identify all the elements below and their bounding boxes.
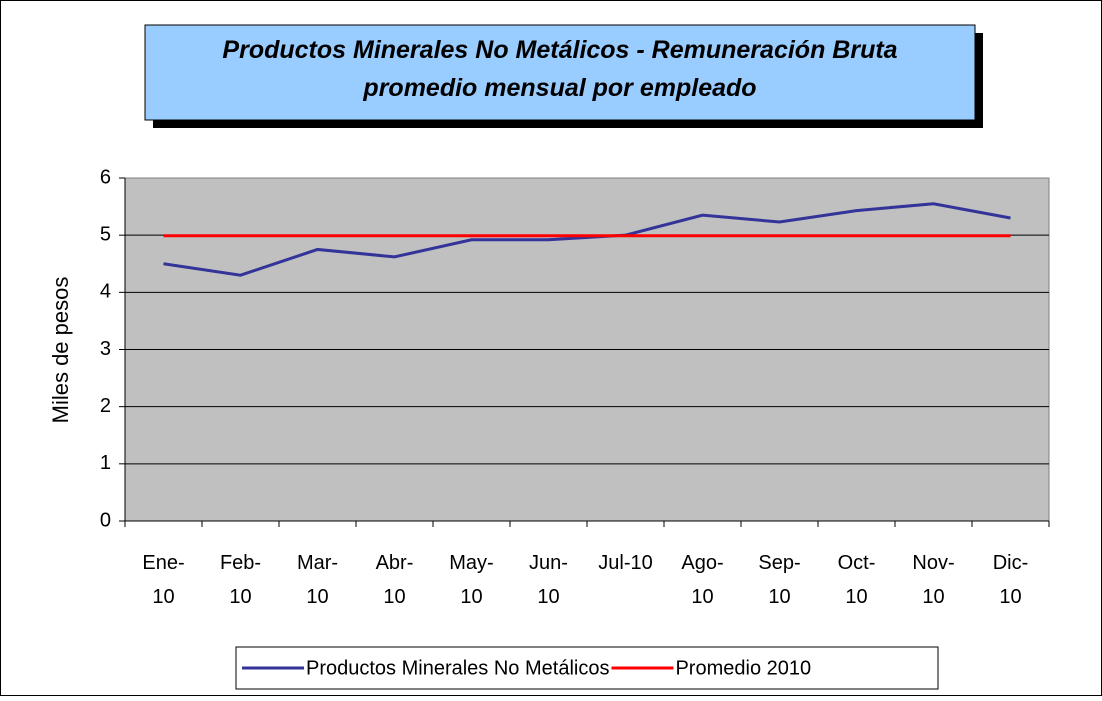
x-tick-label-line: Oct- <box>838 552 876 574</box>
title-container: Productos Minerales No Metálicos - Remun… <box>222 36 898 102</box>
y-tick-label: 0 <box>100 509 111 531</box>
x-tick-label: Ene- 10 <box>142 552 184 608</box>
x-tick-label-line: 10 <box>845 586 867 608</box>
x-tick-label-line: 10 <box>460 586 482 608</box>
x-tick-label-line: Abr- <box>376 552 414 574</box>
legend-label: Productos Minerales No Metálicos <box>306 657 609 679</box>
x-tick-label-line: 10 <box>306 586 328 608</box>
y-tick-label: 3 <box>100 338 111 360</box>
legend-box <box>235 646 939 690</box>
y-tick-label: 1 <box>100 452 111 474</box>
x-tick-label-line: 10 <box>537 586 559 608</box>
x-tick-label-line: 10 <box>152 586 174 608</box>
y-tick-label: 2 <box>100 395 111 417</box>
x-tick-label-line: 10 <box>383 586 405 608</box>
chart-title: Productos Minerales No Metálicos - Remun… <box>222 36 898 102</box>
x-tick-label: Mar- 10 <box>297 552 338 608</box>
title-box <box>144 24 976 121</box>
x-tick-label: Nov- 10 <box>912 552 954 608</box>
y-tick-label: 6 <box>100 166 111 188</box>
x-tick-label-line: Mar- <box>297 552 338 574</box>
y-axis-label: Miles de pesos <box>48 277 73 424</box>
x-tick-label-line: 10 <box>229 586 251 608</box>
x-tick-label-line: Feb- <box>220 552 261 574</box>
x-tick-label-line: 10 <box>922 586 944 608</box>
x-tick-label: Feb- 10 <box>220 552 261 608</box>
x-tick-label-line: Sep- <box>758 552 800 574</box>
x-tick-label: Oct- 10 <box>838 552 876 608</box>
legend-label: Promedio 2010 <box>675 657 811 679</box>
x-tick-label-line: 10 <box>768 586 790 608</box>
x-tick-label: Dic- 10 <box>993 552 1029 608</box>
y-tick-label: 5 <box>100 223 111 245</box>
x-tick-label: Jun- 10 <box>529 552 568 608</box>
x-tick-label-line: Jun- <box>529 552 568 574</box>
x-tick-label: May- 10 <box>449 552 493 608</box>
series-line <box>163 202 1011 277</box>
x-tick-label: Sep- 10 <box>758 552 800 608</box>
x-tick-label-line: May- <box>449 552 493 574</box>
x-tick-label-line: Nov- <box>912 552 954 574</box>
x-tick-label-line: Ene- <box>142 552 184 574</box>
y-tick-label: 4 <box>100 281 111 303</box>
x-tick-label-line: Ago- <box>681 552 723 574</box>
x-tick-label-line: 10 <box>691 586 713 608</box>
x-tick-label: Jul-10 <box>598 552 652 574</box>
x-tick-label: Abr- 10 <box>376 552 414 608</box>
x-tick-label-line: 10 <box>999 586 1021 608</box>
x-tick-label-line: Dic- <box>993 552 1029 574</box>
x-tick-label: Ago- 10 <box>681 552 723 608</box>
